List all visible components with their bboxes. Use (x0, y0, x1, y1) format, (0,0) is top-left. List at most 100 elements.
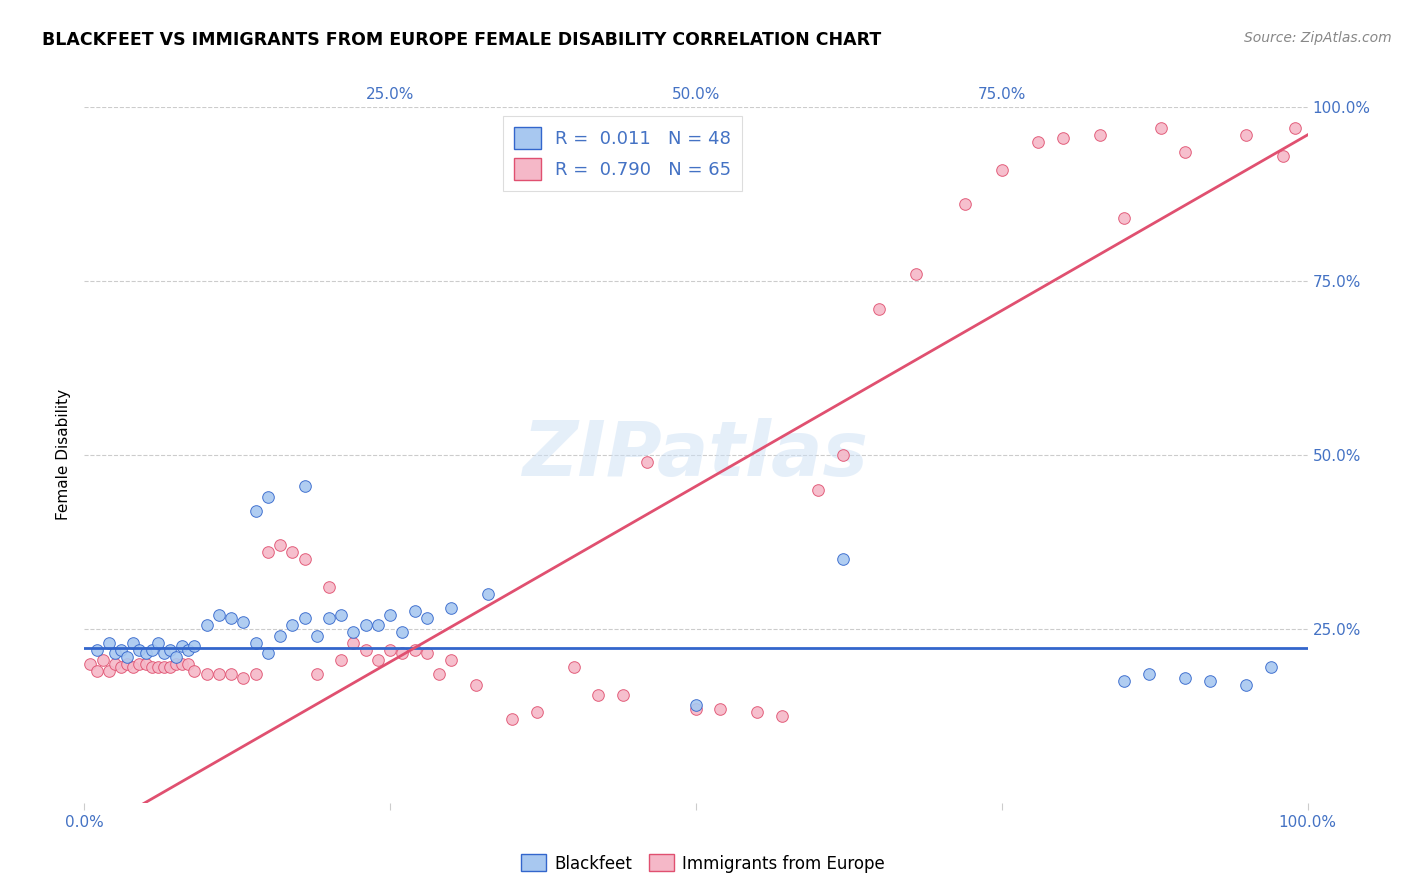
Point (464, 677, 486, 691)
Point (269, 629, 291, 643)
Point (709, 702, 731, 716)
Point (104, 657, 127, 671)
Point (1028, 135, 1050, 149)
Point (502, 712, 524, 726)
Point (427, 667, 450, 681)
Point (440, 601, 463, 615)
Point (440, 653, 463, 667)
Point (416, 611, 439, 625)
Point (115, 657, 138, 671)
Point (305, 667, 328, 681)
Point (342, 625, 364, 640)
Point (416, 646, 439, 660)
Point (232, 671, 254, 685)
Point (330, 607, 353, 622)
Point (245, 503, 267, 517)
Point (1272, 149, 1295, 163)
Text: ZIPatlas: ZIPatlas (523, 418, 869, 491)
Text: Source: ZipAtlas.com: Source: ZipAtlas.com (1244, 31, 1392, 45)
Point (685, 698, 707, 713)
Point (1137, 667, 1160, 681)
Point (380, 607, 402, 622)
Point (146, 660, 169, 674)
Text: BLACKFEET VS IMMIGRANTS FROM EUROPE FEMALE DISABILITY CORRELATION CHART: BLACKFEET VS IMMIGRANTS FROM EUROPE FEMA… (42, 31, 882, 49)
Point (104, 646, 127, 660)
Point (318, 580, 340, 594)
Point (172, 639, 194, 653)
Point (245, 636, 267, 650)
Point (526, 706, 548, 720)
Point (128, 642, 150, 657)
Point (367, 653, 389, 667)
Point (294, 611, 316, 625)
Point (367, 618, 389, 632)
Point (141, 660, 163, 674)
Point (79, 657, 101, 671)
Point (807, 483, 830, 497)
Point (86, 664, 108, 678)
Point (128, 657, 150, 671)
Point (1260, 660, 1282, 674)
Point (183, 639, 205, 653)
Point (245, 667, 267, 681)
Point (391, 625, 413, 640)
Point (177, 642, 200, 657)
Point (1088, 128, 1111, 142)
Point (269, 538, 291, 552)
Point (991, 162, 1014, 177)
Point (305, 629, 328, 643)
Point (232, 615, 254, 629)
Point (404, 605, 426, 619)
Point (195, 618, 218, 632)
Point (404, 642, 426, 657)
Point (91, 653, 114, 667)
Point (562, 660, 585, 674)
Point (1174, 145, 1197, 160)
Point (257, 490, 280, 504)
Point (97, 664, 120, 678)
Point (747, 706, 769, 720)
Point (172, 657, 194, 671)
Point (257, 646, 280, 660)
Point (770, 708, 793, 723)
Point (281, 618, 304, 632)
Point (294, 479, 316, 493)
Point (1114, 211, 1136, 226)
Point (905, 267, 928, 281)
Point (257, 545, 280, 559)
Point (354, 642, 377, 657)
Point (219, 611, 242, 625)
Point (354, 618, 377, 632)
Point (1150, 120, 1173, 135)
Point (685, 702, 707, 716)
Legend: Blackfeet, Immigrants from Europe: Blackfeet, Immigrants from Europe (515, 847, 891, 880)
Point (110, 642, 132, 657)
Point (869, 301, 891, 316)
Point (159, 642, 181, 657)
Point (1284, 120, 1306, 135)
Point (294, 552, 316, 566)
Point (281, 545, 304, 559)
Point (1052, 131, 1074, 145)
Point (86, 642, 108, 657)
Point (122, 636, 145, 650)
Point (208, 607, 231, 622)
Point (135, 646, 157, 660)
Point (1236, 128, 1258, 142)
Point (165, 649, 187, 664)
Point (831, 448, 853, 462)
Point (153, 646, 176, 660)
Point (636, 455, 658, 469)
Point (1114, 674, 1136, 689)
Point (141, 642, 163, 657)
Point (195, 667, 218, 681)
Point (208, 667, 231, 681)
Point (477, 587, 499, 601)
Point (953, 197, 976, 211)
Point (183, 664, 205, 678)
Point (122, 660, 145, 674)
Point (1174, 671, 1197, 685)
Point (318, 611, 340, 625)
Point (110, 660, 132, 674)
Y-axis label: Female Disability: Female Disability (56, 389, 72, 521)
